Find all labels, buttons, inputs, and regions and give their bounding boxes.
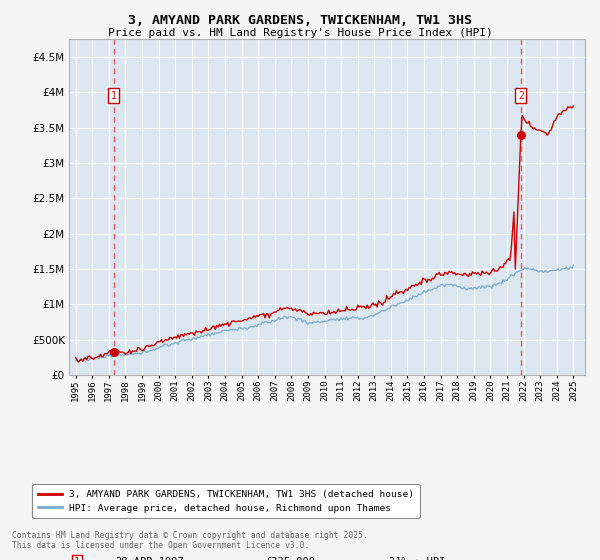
Text: 1: 1 bbox=[110, 91, 116, 101]
Point bbox=[516, 130, 526, 139]
Text: 1: 1 bbox=[74, 557, 80, 560]
Text: 21% ↑ HPI: 21% ↑ HPI bbox=[389, 557, 445, 560]
Text: £335,000: £335,000 bbox=[265, 557, 315, 560]
Text: 3, AMYAND PARK GARDENS, TWICKENHAM, TW1 3HS: 3, AMYAND PARK GARDENS, TWICKENHAM, TW1 … bbox=[128, 14, 472, 27]
Text: 28-APR-1997: 28-APR-1997 bbox=[115, 557, 184, 560]
Text: Contains HM Land Registry data © Crown copyright and database right 2025.
This d: Contains HM Land Registry data © Crown c… bbox=[12, 530, 368, 550]
Text: 2: 2 bbox=[518, 91, 524, 101]
Legend: 3, AMYAND PARK GARDENS, TWICKENHAM, TW1 3HS (detached house), HPI: Average price: 3, AMYAND PARK GARDENS, TWICKENHAM, TW1 … bbox=[32, 484, 420, 519]
Text: Price paid vs. HM Land Registry's House Price Index (HPI): Price paid vs. HM Land Registry's House … bbox=[107, 28, 493, 38]
Point bbox=[109, 347, 118, 356]
